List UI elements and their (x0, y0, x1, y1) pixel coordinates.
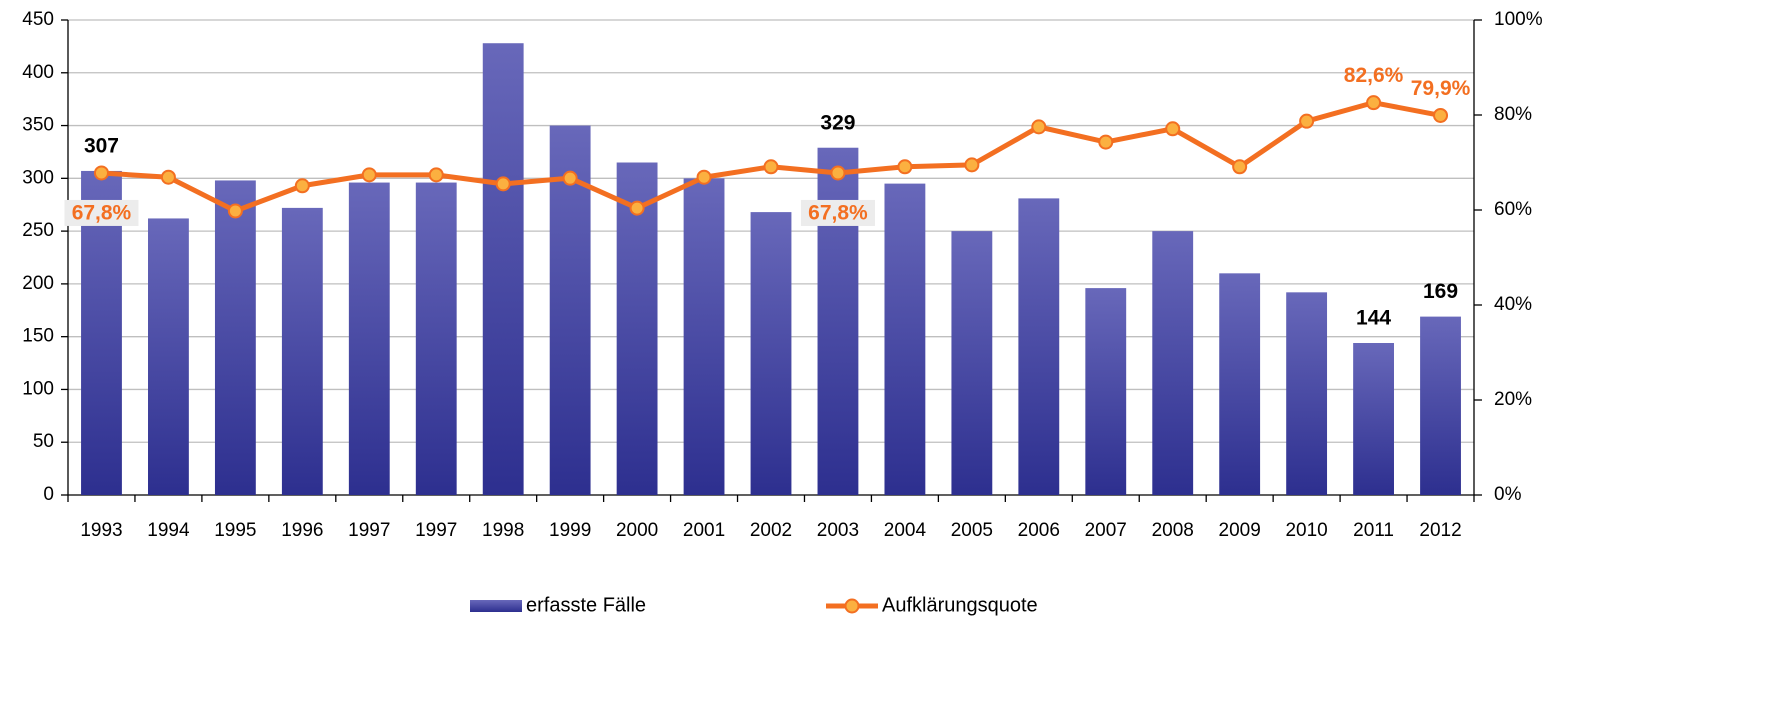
line-value-label: 82,6% (1344, 64, 1404, 87)
bar (214, 180, 256, 495)
bar-value-label: 329 (820, 111, 855, 134)
y-tick-label: 400 (22, 62, 54, 83)
y2-tick-label: 40% (1494, 294, 1532, 315)
bar (1219, 273, 1261, 495)
x-tick-label: 2002 (750, 520, 792, 541)
bar (148, 218, 189, 495)
legend-swatch (470, 600, 522, 612)
x-tick-label: 1998 (482, 520, 524, 541)
y2-tick-label: 20% (1494, 389, 1532, 410)
y2-tick-label: 80% (1494, 104, 1532, 125)
x-tick-label: 2010 (1285, 520, 1327, 541)
x-tick-label: 2001 (683, 520, 725, 541)
bar-value-label: 144 (1356, 307, 1391, 330)
x-tick-label: 2011 (1353, 520, 1394, 541)
line-marker (763, 159, 779, 175)
bar (1286, 292, 1328, 495)
x-tick-label: 1999 (549, 520, 591, 541)
line-marker (629, 200, 645, 216)
line-marker (227, 203, 243, 219)
bar (348, 182, 390, 496)
bar (281, 207, 323, 495)
line-marker (897, 159, 913, 175)
line-marker (361, 167, 377, 183)
line-marker (964, 157, 980, 173)
line-marker (1433, 107, 1449, 123)
y-tick-label: 0 (43, 484, 54, 505)
y-tick-label: 300 (22, 167, 54, 188)
bar (415, 182, 457, 496)
bar-value-label: 169 (1423, 280, 1458, 303)
line-marker (1031, 119, 1047, 135)
label-box (64, 199, 139, 226)
x-tick-label: 2007 (1085, 520, 1127, 541)
legend-label: Aufklärungsquote (882, 594, 1038, 616)
bar (549, 125, 591, 496)
line-marker (1098, 134, 1114, 150)
bar (1152, 231, 1194, 495)
y-tick-label: 250 (22, 220, 54, 241)
line-marker (294, 178, 310, 194)
line-marker (495, 176, 511, 192)
line-marker (562, 170, 578, 186)
line-marker (830, 165, 846, 181)
x-tick-label: 2006 (1018, 520, 1060, 541)
line-marker (1299, 113, 1315, 129)
y-tick-label: 150 (22, 326, 54, 347)
line-marker (1165, 121, 1181, 137)
x-tick-label: 2000 (616, 520, 658, 541)
legend-label: erfasste Fälle (526, 594, 646, 616)
bar (1420, 316, 1461, 495)
line-value-label: 67,8% (808, 201, 868, 224)
label-box (800, 199, 875, 226)
x-tick-label: 2008 (1152, 520, 1194, 541)
bar (1353, 343, 1394, 495)
y2-tick-label: 100% (1494, 9, 1543, 30)
bar (616, 162, 658, 495)
bar (884, 183, 926, 495)
y-tick-label: 200 (22, 273, 54, 294)
bar (750, 212, 792, 495)
line-value-label: 67,8% (72, 201, 132, 224)
x-tick-label: 1996 (281, 520, 323, 541)
bar-value-label: 307 (84, 134, 119, 157)
line-marker (1232, 159, 1248, 175)
line-marker (1366, 95, 1382, 111)
line-marker (428, 167, 444, 183)
x-tick-label: 2009 (1219, 520, 1261, 541)
x-tick-label: 1995 (214, 520, 256, 541)
x-tick-label: 1994 (147, 520, 190, 541)
x-tick-label: 1997 (415, 520, 457, 541)
legend-marker (844, 598, 860, 614)
x-tick-label: 1997 (348, 520, 390, 541)
line-marker (696, 169, 712, 185)
x-tick-label: 2003 (817, 520, 859, 541)
y2-tick-label: 0% (1494, 484, 1522, 505)
bar (683, 178, 725, 496)
y-tick-label: 450 (22, 9, 54, 30)
x-tick-label: 2004 (884, 520, 927, 541)
x-tick-label: 2012 (1419, 520, 1461, 541)
line-marker (160, 169, 176, 185)
bar (1018, 198, 1060, 495)
y-tick-label: 100 (22, 378, 54, 399)
bar (1085, 288, 1127, 495)
bar (482, 43, 524, 495)
line-marker (93, 165, 109, 181)
line (101, 100, 1441, 214)
bar (817, 147, 859, 495)
y-tick-label: 50 (33, 431, 54, 452)
line-value-label: 79,9% (1411, 77, 1471, 100)
x-tick-label: 1993 (80, 520, 122, 541)
bar (951, 231, 993, 495)
x-tick-label: 2005 (951, 520, 993, 541)
y-tick-label: 350 (22, 115, 54, 136)
y2-tick-label: 60% (1494, 199, 1532, 220)
